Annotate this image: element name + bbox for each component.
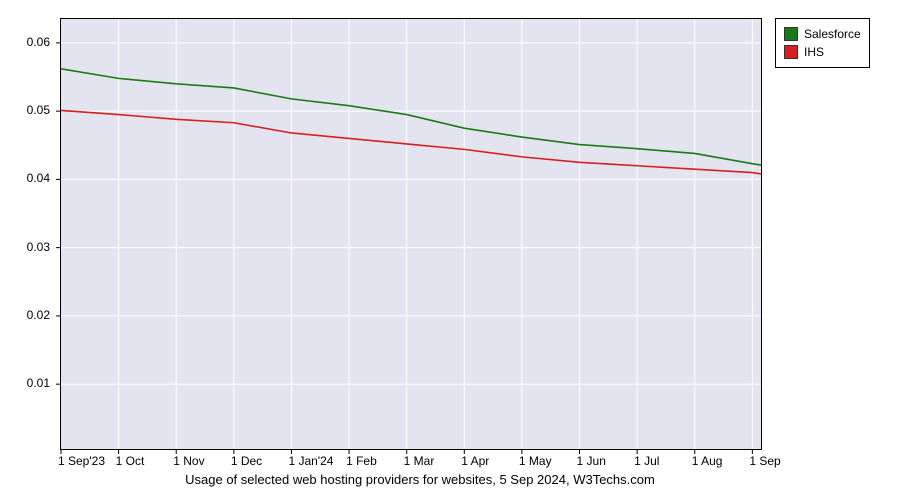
x-tick-label: 1 May [519,454,552,468]
chart-container: Salesforce IHS Usage of selected web host… [0,0,900,500]
series-line-ihs [61,110,761,173]
y-tick-label: 0.03 [0,240,50,254]
series-line-salesforce [61,69,761,165]
x-tick-label: 1 Nov [173,454,204,468]
legend-swatch [784,27,798,41]
x-tick-label: 1 Mar [404,454,435,468]
x-tick-label: 1 Apr [461,454,489,468]
legend-label: IHS [804,45,824,59]
y-tick-label: 0.04 [0,171,50,185]
x-tick-label: 1 Dec [231,454,262,468]
y-tick-label: 0.06 [0,35,50,49]
x-tick-label: 1 Jul [634,454,659,468]
chart-caption: Usage of selected web hosting providers … [0,472,870,487]
x-tick-label: 1 Sep'23 [58,454,105,468]
legend-item: IHS [784,43,861,61]
plot-area [60,18,762,450]
legend-swatch [784,45,798,59]
legend-label: Salesforce [804,27,861,41]
y-tick-label: 0.01 [0,376,50,390]
x-tick-label: 1 Aug [692,454,723,468]
x-tick-label: 1 Feb [346,454,377,468]
x-tick-label: 1 Jan'24 [288,454,333,468]
x-tick-label: 1 Sep [749,454,780,468]
x-tick-label: 1 Oct [116,454,145,468]
legend: Salesforce IHS [775,18,870,68]
x-tick-label: 1 Jun [577,454,606,468]
y-tick-label: 0.02 [0,308,50,322]
y-tick-label: 0.05 [0,103,50,117]
plot-svg [61,19,761,449]
legend-item: Salesforce [784,25,861,43]
